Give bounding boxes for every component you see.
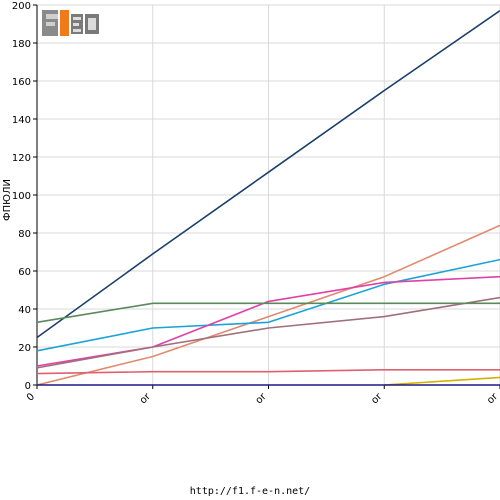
- series-line-7: [36, 368, 500, 375]
- y-tick-label: 100: [12, 191, 31, 202]
- y-tick-label: 180: [12, 39, 31, 50]
- y-tick-label: 140: [12, 115, 31, 126]
- footer-url-link[interactable]: http://f1.f-e-n.net/: [189, 486, 311, 497]
- series-lines: [36, 10, 500, 386]
- series-line-5: [36, 296, 500, 369]
- series-line-8: [384, 376, 500, 386]
- series-line-3: [36, 258, 500, 352]
- y-axis-label: ФПЮЛИ: [2, 179, 13, 221]
- x-tick-label: 0: [25, 391, 37, 403]
- axes: [33, 4, 500, 389]
- x-tick-label: or: [369, 391, 385, 407]
- x-tick-label: or: [485, 391, 500, 407]
- x-tick-labels: 0 or or or or: [25, 391, 500, 407]
- y-tick-labels: 0 20 40 60 80 100 120 140 160 180 200: [12, 1, 31, 392]
- y-tick-label: 40: [18, 305, 31, 316]
- series-line-6: [36, 302, 500, 324]
- series-line-1: [36, 10, 500, 339]
- y-tick-label: 0: [25, 381, 31, 392]
- y-tick-label: 20: [18, 343, 31, 354]
- x-tick-label: or: [254, 391, 270, 407]
- y-tick-label: 60: [18, 267, 31, 278]
- f1en-logo: [42, 10, 99, 36]
- x-tick-label: or: [138, 391, 154, 407]
- y-tick-label: 80: [18, 229, 31, 240]
- y-tick-label: 120: [12, 153, 31, 164]
- y-tick-label: 200: [12, 1, 31, 12]
- y-tick-label: 160: [12, 77, 31, 88]
- series-line-2: [36, 224, 500, 386]
